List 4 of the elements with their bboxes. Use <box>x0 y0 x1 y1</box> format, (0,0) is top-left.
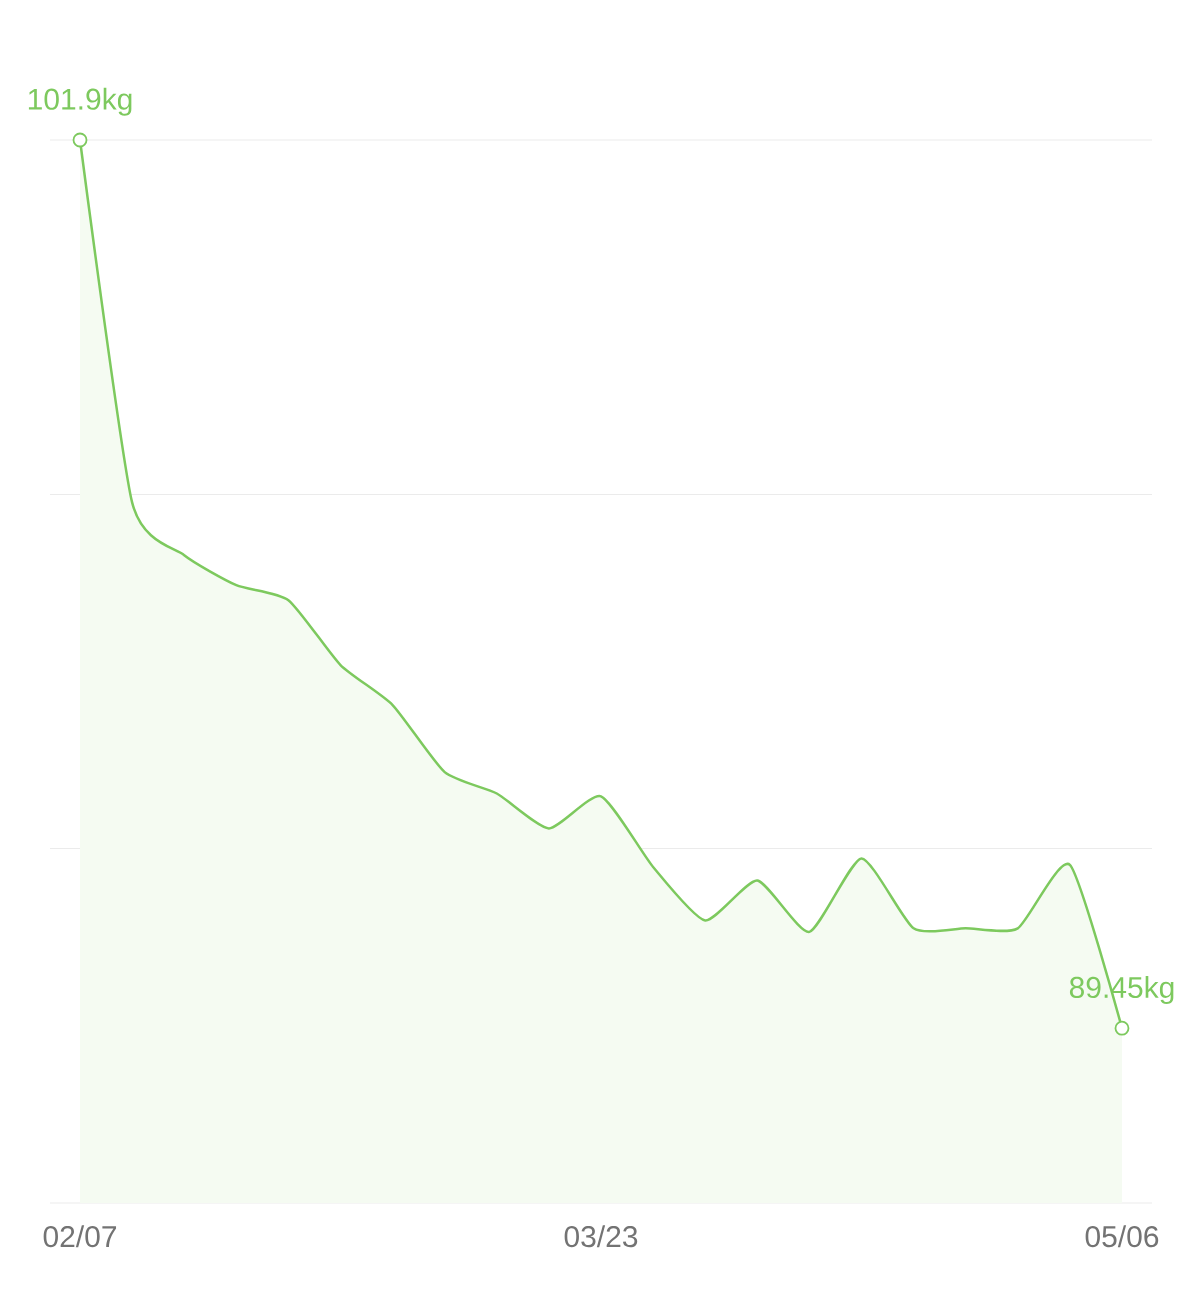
x-tick-label: 02/07 <box>43 1225 117 1248</box>
x-tick-label: 03/23 <box>564 1225 638 1248</box>
x-tick-label: 05/06 <box>1085 1225 1159 1248</box>
data-label: 101.9kg <box>28 87 132 116</box>
